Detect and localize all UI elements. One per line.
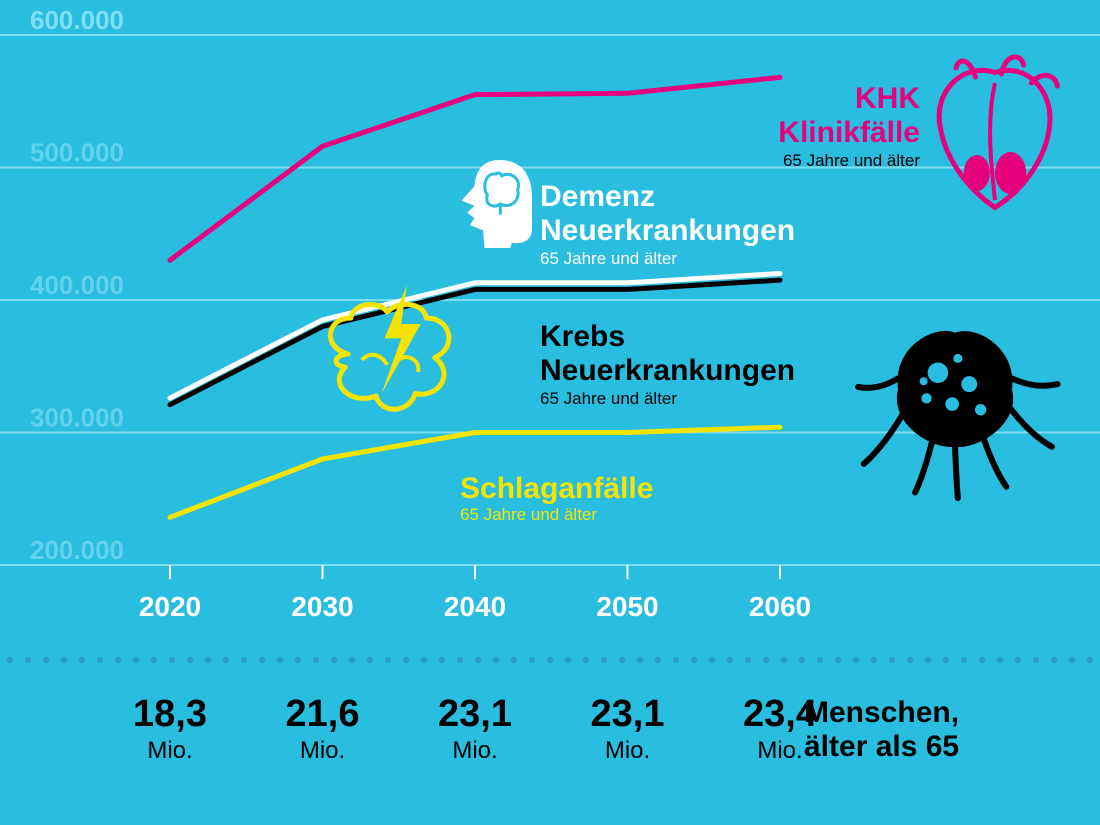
divider-dot — [799, 657, 805, 663]
head-icon — [461, 160, 532, 248]
y-tick-label: 500.000 — [30, 138, 124, 168]
divider-dot — [439, 657, 445, 663]
pop-unit: Mio. — [605, 737, 650, 764]
divider-dot — [421, 657, 427, 663]
x-tick-label: 2050 — [596, 591, 658, 622]
divider-dot — [1087, 657, 1093, 663]
divider-dot — [709, 657, 715, 663]
divider-dot — [907, 657, 913, 663]
divider-dot — [97, 657, 103, 663]
pop-unit: Mio. — [452, 737, 497, 764]
divider-dot — [1051, 657, 1057, 663]
divider-dot — [835, 657, 841, 663]
x-tick-label: 2040 — [444, 591, 506, 622]
divider-dot — [259, 657, 265, 663]
pop-note-1: Menschen, — [804, 696, 959, 729]
pop-unit: Mio. — [300, 737, 345, 764]
label-krebs-note: 65 Jahre und älter — [540, 389, 677, 408]
divider-dot — [655, 657, 661, 663]
x-tick-label: 2030 — [291, 591, 353, 622]
divider-dot — [115, 657, 121, 663]
divider-dot — [277, 657, 283, 663]
y-tick-label: 300.000 — [30, 403, 124, 433]
divider-dot — [619, 657, 625, 663]
divider-dot — [187, 657, 193, 663]
divider-dot — [457, 657, 463, 663]
divider-dot — [745, 657, 751, 663]
label-krebs-title: Krebs — [540, 320, 625, 353]
y-tick-label: 200.000 — [30, 535, 124, 565]
divider-dot — [565, 657, 571, 663]
divider-dot — [943, 657, 949, 663]
label-krebs-sub: Neuerkrankungen — [540, 354, 795, 387]
y-tick-label: 400.000 — [30, 270, 124, 300]
divider-dot — [367, 657, 373, 663]
divider-dot — [529, 657, 535, 663]
cell-icon — [858, 331, 1058, 498]
divider-dot — [403, 657, 409, 663]
divider-dot — [385, 657, 391, 663]
divider-dot — [601, 657, 607, 663]
label-demenz-note: 65 Jahre und älter — [540, 249, 677, 268]
divider-dot — [223, 657, 229, 663]
divider-dot — [1033, 657, 1039, 663]
heart-icon — [939, 57, 1057, 208]
y-tick-label: 600.000 — [30, 5, 124, 35]
pop-value: 21,6 — [286, 693, 360, 735]
label-khk-title: KHK — [855, 82, 920, 115]
divider-dot — [979, 657, 985, 663]
divider-dot — [1069, 657, 1075, 663]
divider-dot — [871, 657, 877, 663]
divider-dot — [961, 657, 967, 663]
divider-dot — [997, 657, 1003, 663]
divider-dot — [241, 657, 247, 663]
label-demenz-sub: Neuerkrankungen — [540, 214, 795, 247]
divider-dot — [925, 657, 931, 663]
label-demenz-title: Demenz — [540, 180, 655, 213]
pop-value: 23,1 — [438, 693, 512, 735]
pop-unit: Mio. — [147, 737, 192, 764]
divider-dot — [133, 657, 139, 663]
divider-dot — [511, 657, 517, 663]
label-khk-sub: Klinikfälle — [778, 116, 920, 149]
label-khk-note: 65 Jahre und älter — [783, 151, 920, 170]
divider-dot — [7, 657, 13, 663]
divider-dot — [331, 657, 337, 663]
divider-dot — [691, 657, 697, 663]
divider-dot — [781, 657, 787, 663]
divider-dot — [493, 657, 499, 663]
divider-dot — [169, 657, 175, 663]
divider-dot — [313, 657, 319, 663]
divider-dot — [583, 657, 589, 663]
divider-dot — [1015, 657, 1021, 663]
pop-note-2: älter als 65 — [804, 730, 959, 763]
x-tick-label: 2060 — [749, 591, 811, 622]
divider-dot — [43, 657, 49, 663]
label-schlag-title: Schlaganfälle — [460, 472, 653, 505]
divider-dot — [475, 657, 481, 663]
divider-dot — [547, 657, 553, 663]
divider-dot — [817, 657, 823, 663]
pop-value: 18,3 — [133, 693, 207, 735]
divider-dot — [205, 657, 211, 663]
divider-dot — [349, 657, 355, 663]
label-schlag-note: 65 Jahre und älter — [460, 505, 597, 524]
divider-dot — [637, 657, 643, 663]
pop-unit: Mio. — [757, 737, 802, 764]
divider-dot — [295, 657, 301, 663]
divider-dot — [25, 657, 31, 663]
divider-dot — [853, 657, 859, 663]
divider-dot — [889, 657, 895, 663]
divider-dot — [79, 657, 85, 663]
pop-value: 23,1 — [591, 693, 665, 735]
divider-dot — [673, 657, 679, 663]
divider-dot — [763, 657, 769, 663]
divider-dot — [61, 657, 67, 663]
divider-dot — [151, 657, 157, 663]
divider-dot — [727, 657, 733, 663]
x-tick-label: 2020 — [139, 591, 201, 622]
